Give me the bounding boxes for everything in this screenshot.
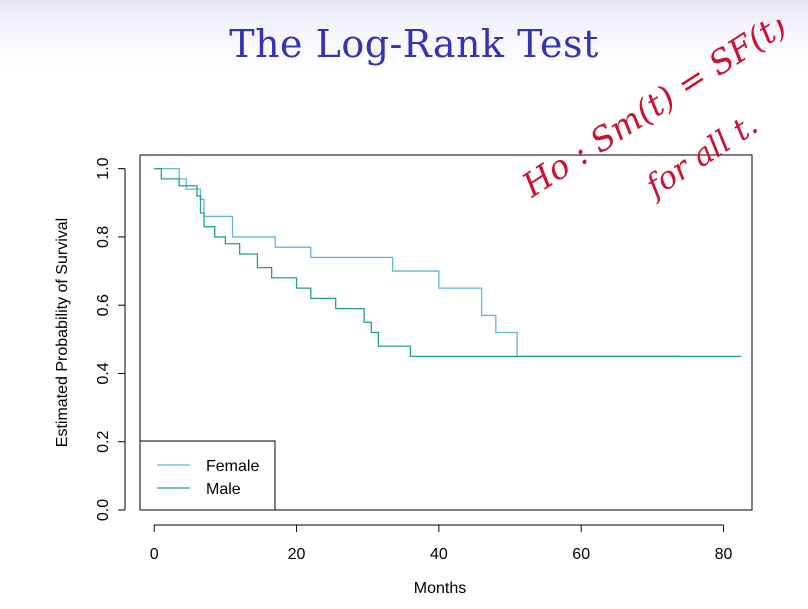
- legend-label-male: Male: [206, 481, 241, 498]
- x-axis-label: Months: [414, 580, 466, 597]
- x-tick-label: 0: [150, 546, 159, 563]
- y-tick-label: 0.8: [95, 226, 112, 248]
- x-tick-label: 40: [430, 546, 448, 563]
- y-tick-label: 1.0: [95, 157, 112, 179]
- annotation-ink: Ho : Sm(t) = SF(t) for all t.: [514, 20, 793, 206]
- y-axis-label: Estimated Probability of Survival: [54, 218, 71, 447]
- handwritten-annotation: Ho : Sm(t) = SF(t) for all t.: [514, 20, 793, 206]
- y-tick-label: 0.6: [95, 294, 112, 316]
- legend-box: [139, 440, 276, 511]
- y-tick-label: 0.4: [95, 362, 112, 384]
- plot-frame: [139, 154, 753, 511]
- x-tick-label: 60: [572, 546, 590, 563]
- series-line-male: [154, 168, 742, 358]
- x-tick-label: 20: [288, 546, 306, 563]
- slide-title: The Log-Rank Test: [229, 22, 599, 66]
- y-tick-label: 0.2: [95, 431, 112, 453]
- slide-header-band: [0, 0, 808, 70]
- legend-label-female: Female: [206, 458, 259, 475]
- series-line-female: [154, 168, 681, 358]
- y-tick-label: 0.0: [95, 499, 112, 521]
- x-tick-label: 80: [715, 546, 733, 563]
